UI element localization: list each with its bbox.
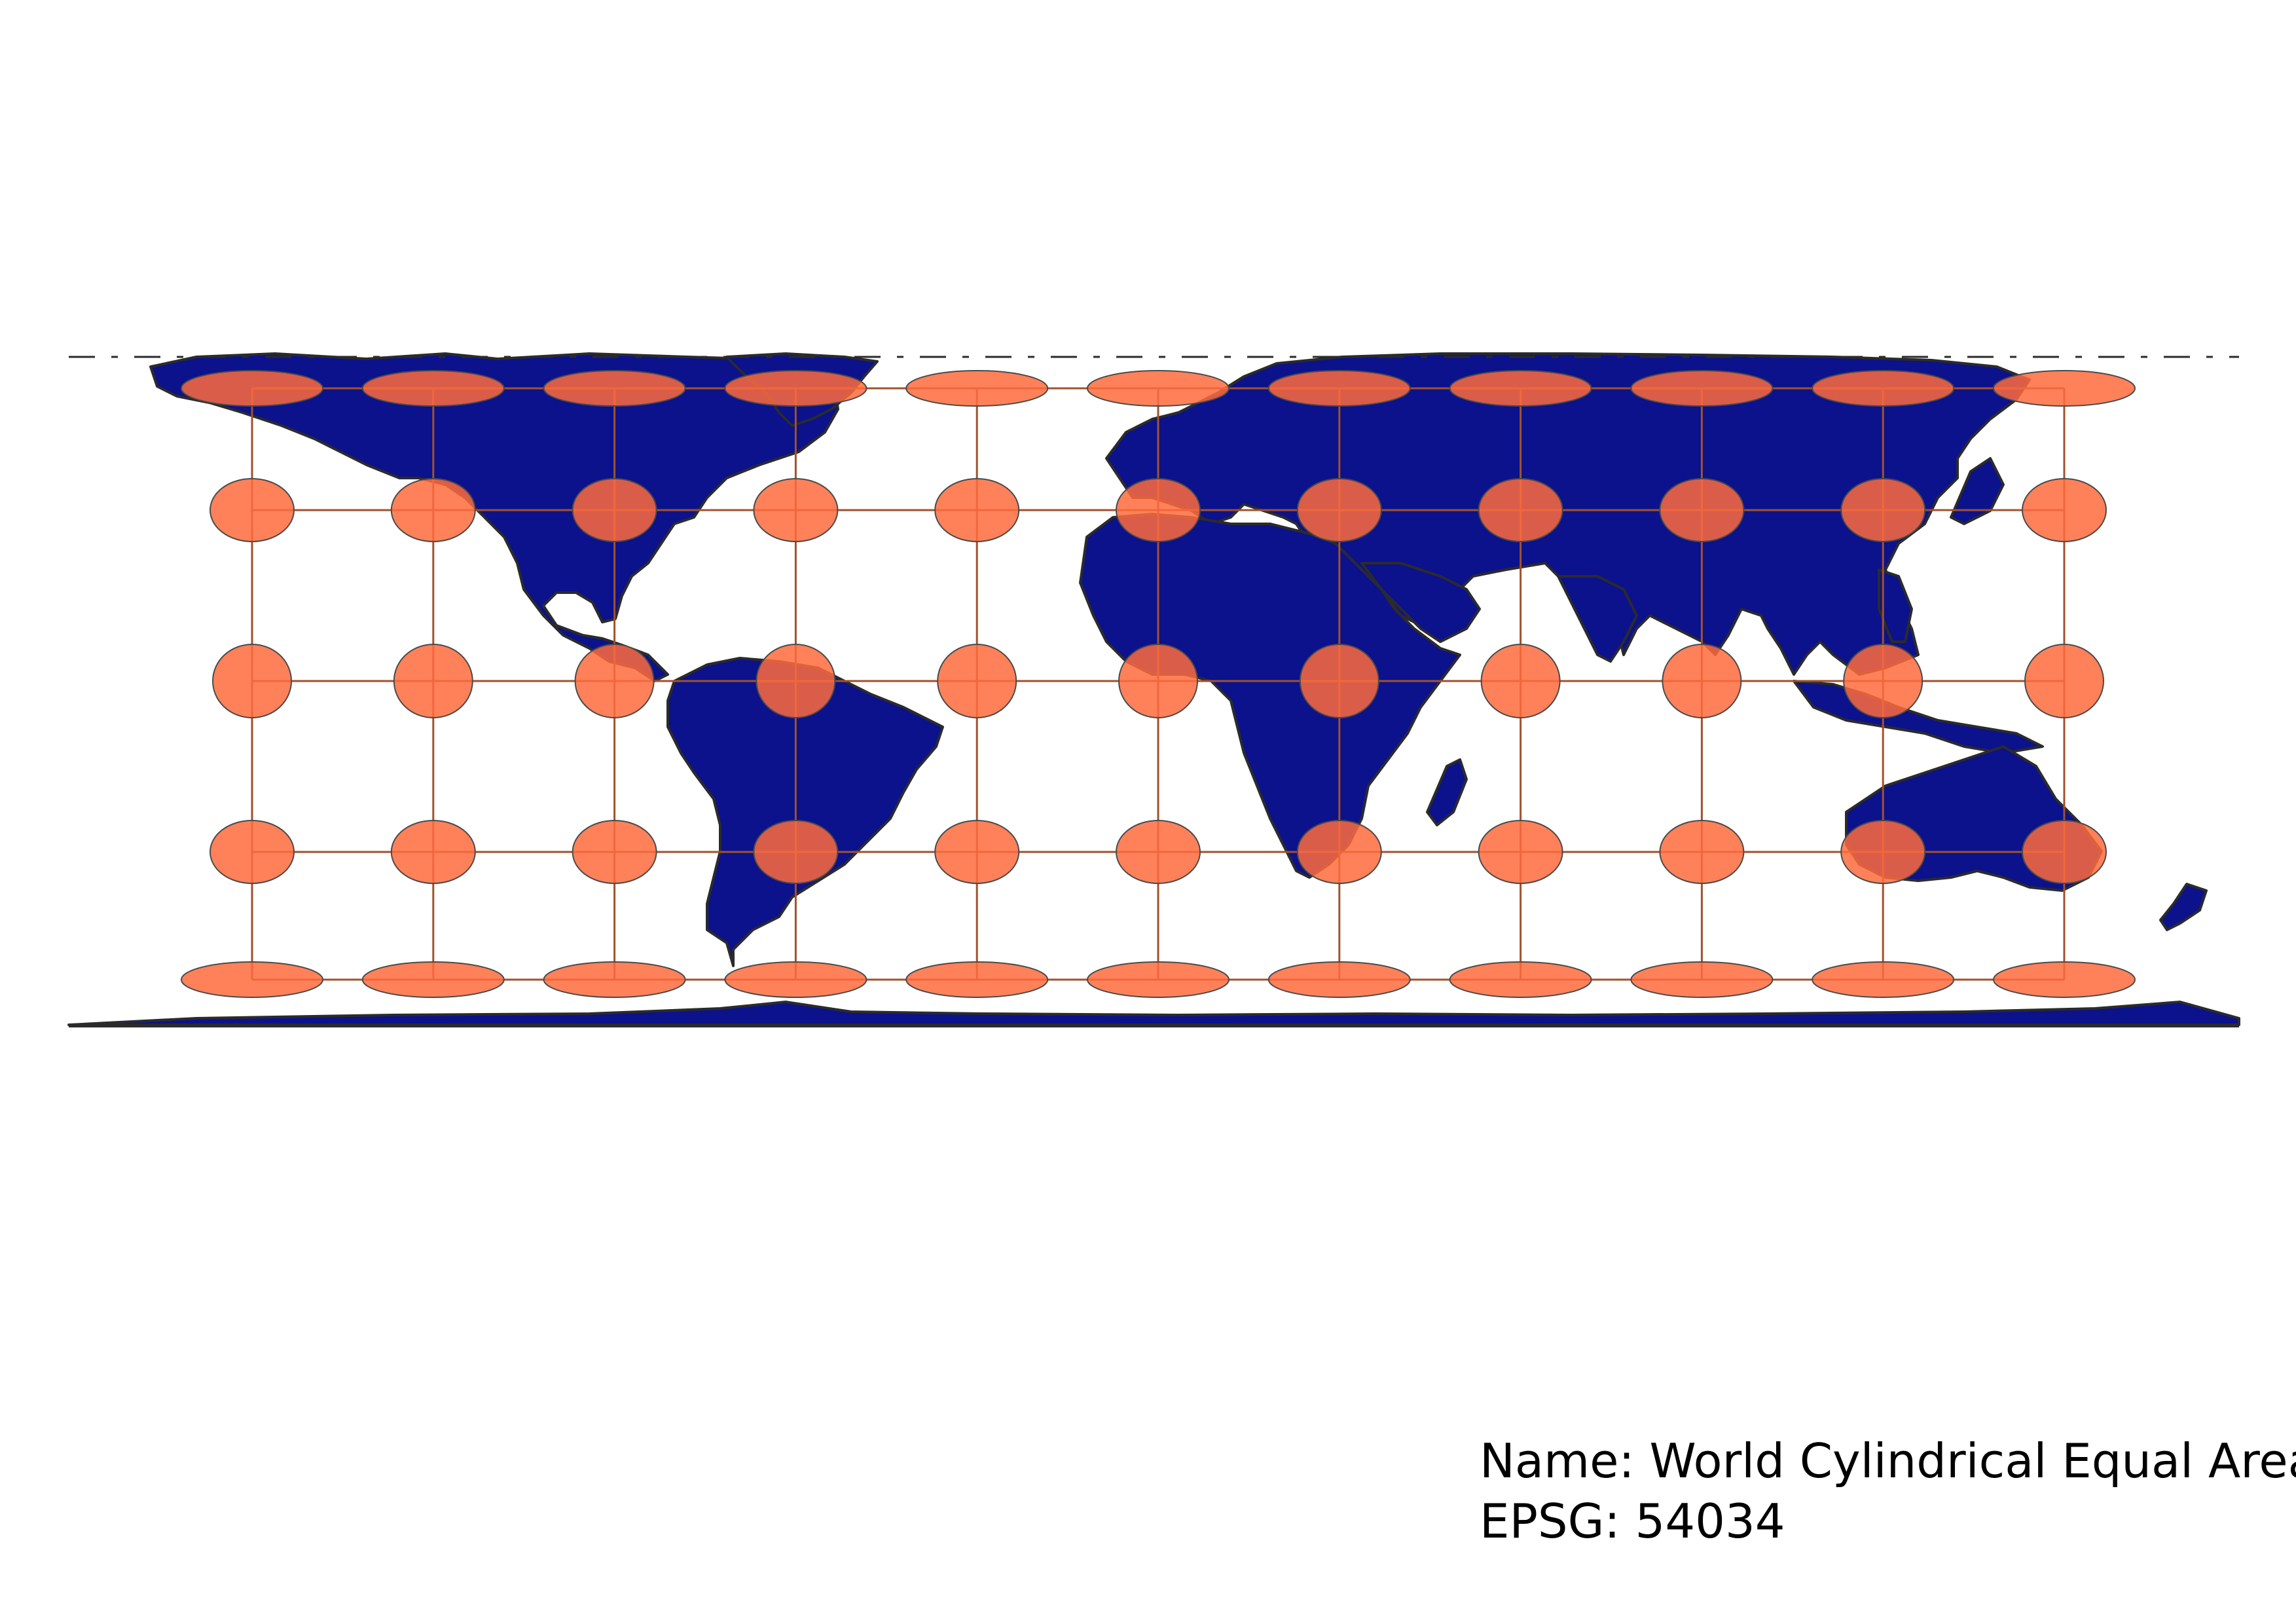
tissot-indicatrix-ellipse (1118, 644, 1198, 718)
tissot-indicatrix-ellipse (724, 370, 867, 407)
projection-name-label: Name: World Cylindrical Equal Area (1480, 1433, 2296, 1488)
philippines-landmass (1878, 568, 1913, 643)
tissot-indicatrix-ellipse (572, 820, 657, 884)
tissot-indicatrix-ellipse (756, 644, 836, 718)
tissot-indicatrix-ellipse (905, 370, 1049, 407)
tissot-indicatrix-ellipse (1116, 820, 1201, 884)
tissot-indicatrix-ellipse (1843, 644, 1923, 718)
tissot-indicatrix-ellipse (390, 478, 476, 542)
tissot-indicatrix-ellipse (2022, 478, 2107, 542)
tissot-indicatrix-ellipse (1299, 644, 1379, 718)
new-zealand-landmass (2159, 883, 2208, 931)
tissot-indicatrix-ellipse (1630, 961, 1774, 998)
tissot-indicatrix-ellipse (361, 370, 505, 407)
tissot-indicatrix-ellipse (1267, 961, 1411, 998)
tissot-indicatrix-ellipse (1449, 370, 1592, 407)
tissot-indicatrix-ellipse (1993, 961, 2136, 998)
tissot-indicatrix-ellipse (1480, 644, 1561, 718)
tissot-indicatrix-ellipse (934, 820, 1020, 884)
tissot-indicatrix-ellipse (1087, 961, 1230, 998)
tissot-indicatrix-ellipse (1267, 370, 1411, 407)
epsg-code-label: EPSG: 54034 (1480, 1494, 1785, 1549)
tissot-indicatrix-ellipse (181, 370, 323, 407)
tissot-indicatrix-ellipse (1840, 478, 1926, 542)
tissot-indicatrix-ellipse (572, 478, 657, 542)
tissot-indicatrix-ellipse (1659, 820, 1745, 884)
tissot-indicatrix-ellipse (1478, 478, 1563, 542)
south-america-landmass (666, 657, 944, 967)
tissot-indicatrix-ellipse (181, 961, 323, 998)
tissot-indicatrix-ellipse (724, 961, 867, 998)
madagascar-landmass (1426, 758, 1468, 826)
tissot-indicatrix-ellipse (361, 961, 505, 998)
tissot-indicatrix-ellipse (753, 820, 839, 884)
tissot-indicatrix-ellipse (1659, 478, 1745, 542)
tissot-indicatrix-ellipse (1478, 820, 1563, 884)
tissot-indicatrix-ellipse (1662, 644, 1742, 718)
tissot-indicatrix-ellipse (393, 644, 473, 718)
tissot-indicatrix-ellipse (543, 961, 686, 998)
tissot-indicatrix-ellipse (1116, 478, 1201, 542)
tissot-indicatrix-ellipse (574, 644, 655, 718)
tissot-indicatrix-ellipse (543, 370, 686, 407)
tissot-indicatrix-ellipse (934, 478, 1020, 542)
antarctica-landmass (67, 1001, 2240, 1026)
india-landmass (1557, 575, 1638, 663)
land-layer (67, 352, 2240, 1026)
tissot-indicatrix-ellipse (2022, 820, 2107, 884)
tissot-indicatrix-ellipse (1449, 961, 1592, 998)
tissot-indicatrix-ellipse (1993, 370, 2136, 407)
tissot-indicatrix-ellipse (1630, 370, 1774, 407)
tissot-indicatrix-ellipse (753, 478, 839, 542)
tissot-indicatrix-ellipse (1812, 961, 1955, 998)
tissot-indicatrix-ellipse (210, 820, 295, 884)
tissot-indicatrix-layer (181, 370, 2136, 998)
map-caption: Name: World Cylindrical Equal Area EPSG:… (1480, 1431, 2296, 1551)
tissot-indicatrix-ellipse (210, 478, 295, 542)
arabia-landmass (1360, 562, 1481, 643)
tissot-indicatrix-ellipse (1812, 370, 1955, 407)
tissot-indicatrix-ellipse (212, 644, 292, 718)
tissot-indicatrix-ellipse (1087, 370, 1230, 407)
tissot-indicatrix-ellipse (390, 820, 476, 884)
tissot-indicatrix-ellipse (1296, 820, 1382, 884)
tissot-indicatrix-ellipse (1840, 820, 1926, 884)
tissot-indicatrix-ellipse (1296, 478, 1382, 542)
tissot-indicatrix-ellipse (905, 961, 1049, 998)
tissot-indicatrix-ellipse (2024, 644, 2104, 718)
tissot-indicatrix-ellipse (937, 644, 1017, 718)
